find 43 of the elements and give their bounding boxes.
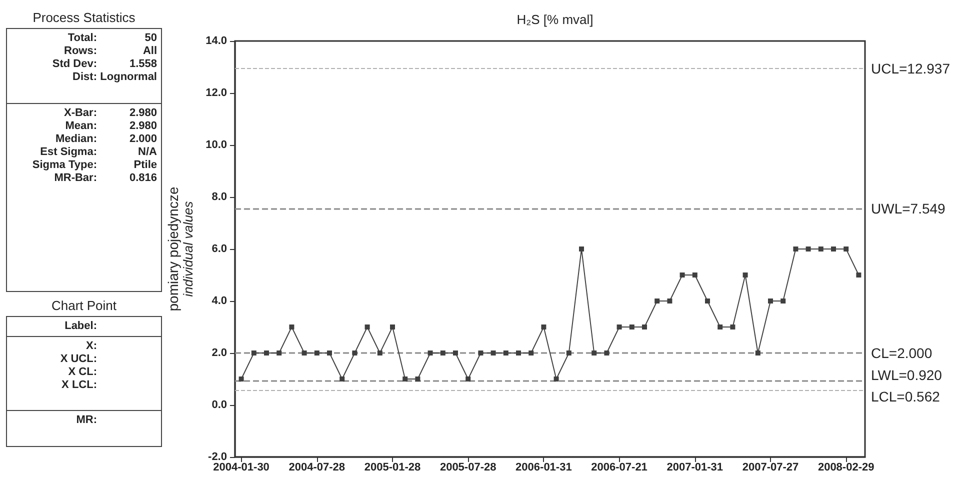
y-tick-label: 10.0 <box>206 139 227 151</box>
y-axis-title: pomiary pojedyncze individual values <box>165 186 196 312</box>
text: X LCL: <box>60 379 97 392</box>
ref-line-label: UWL=7.549 <box>871 200 946 217</box>
text: X CL: <box>67 366 97 379</box>
x-tick-label: 2004-07-28 <box>288 462 346 474</box>
text: MR: <box>75 414 97 427</box>
text: Std Dev: 1.558 <box>52 58 157 70</box>
chart-title: H₂S [% mval] <box>516 12 594 27</box>
ref-line-label: LWL=0.920 <box>871 367 942 384</box>
text: Chart Point <box>50 298 118 313</box>
text: Median: 2.000 <box>55 133 157 145</box>
text: Rows: All <box>64 45 157 57</box>
x-tick-label: 2006-01-31 <box>516 462 572 474</box>
y-tick-label: 6.0 <box>212 243 227 255</box>
text: X-Bar: 2.980 <box>64 107 157 119</box>
text: Total: 50 <box>68 32 157 44</box>
text: X UCL: <box>59 353 97 366</box>
x-tick-label: 2005-07-28 <box>440 462 496 474</box>
text: Dist: Lognormal <box>72 71 157 84</box>
ref-line-label: UCL=12.937 <box>871 60 950 77</box>
y-tick-label: -2.0 <box>208 451 227 463</box>
ref-line-label: LCL=0.562 <box>871 388 940 404</box>
x-tick-label: 2006-07-21 <box>591 462 648 474</box>
y-tick-label: 8.0 <box>212 191 227 203</box>
x-tick-label: 2007-07-27 <box>742 462 799 474</box>
x-tick-label: 2008-02-29 <box>818 462 874 474</box>
y-tick-label: 0.0 <box>212 399 227 411</box>
y-tick-label: 4.0 <box>212 295 227 307</box>
text: Mean: 2.980 <box>65 120 157 132</box>
x-tick-label: 2004-01-30 <box>213 462 270 474</box>
y-tick-label: 2.0 <box>212 347 227 359</box>
text: Est Sigma: N/A <box>40 146 157 158</box>
x-tick-label: 2007-01-31 <box>666 462 724 474</box>
text: X: <box>85 340 97 353</box>
text: Label: <box>64 320 97 333</box>
y-tick-label: 14.0 <box>206 35 227 47</box>
text: Process Statistics <box>32 10 136 25</box>
x-tick-label: 2005-01-28 <box>364 462 421 474</box>
text: Sigma Type: Ptile <box>32 159 157 171</box>
y-tick-label: 12.0 <box>206 87 227 99</box>
ref-line-label: CL=2.000 <box>871 345 932 361</box>
text: MR-Bar: 0.816 <box>54 172 157 184</box>
